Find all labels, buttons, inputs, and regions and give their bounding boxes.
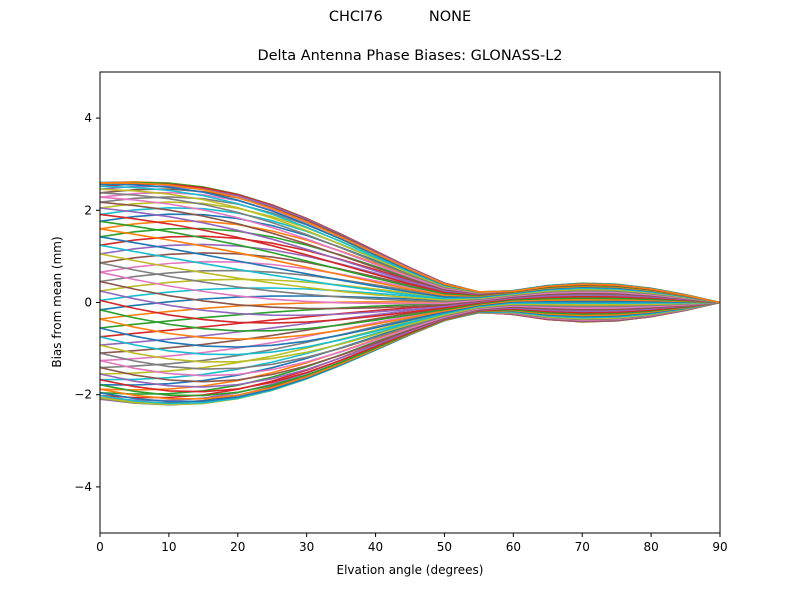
data-series-line	[99, 301, 721, 393]
data-series-line	[99, 301, 721, 377]
data-lines	[99, 181, 721, 406]
data-series-line	[99, 301, 721, 370]
x-tick-label: 10	[161, 540, 176, 554]
data-series-line	[99, 244, 721, 304]
data-series-line	[99, 301, 721, 388]
data-series-line	[99, 271, 721, 305]
x-tick-label: 50	[437, 540, 452, 554]
x-tick-label: 0	[96, 540, 104, 554]
data-series-line	[99, 300, 721, 348]
data-series-line	[99, 301, 721, 383]
chart-title: Delta Antenna Phase Biases: GLONASS-L2	[257, 48, 563, 64]
data-series-line	[99, 298, 721, 340]
y-axis-label: Bias from mean (mm)	[50, 236, 64, 367]
data-series-line	[99, 301, 721, 356]
x-tick-label: 20	[230, 540, 245, 554]
y-tick-label: 0	[84, 296, 92, 310]
data-series-line	[99, 295, 721, 324]
data-series-line	[99, 280, 721, 310]
data-series-line	[99, 297, 721, 332]
data-series-line	[99, 301, 721, 363]
y-tick-label: 2	[84, 203, 92, 217]
y-axis-ticks: −4 −2 0 2 4	[74, 111, 100, 494]
y-tick-label: −4	[74, 480, 92, 494]
data-series-line	[99, 182, 721, 304]
data-series-line	[99, 253, 721, 304]
data-series-line	[99, 236, 721, 304]
x-tick-label: 40	[368, 540, 383, 554]
y-tick-label: −2	[74, 388, 92, 402]
x-tick-label: 90	[712, 540, 727, 554]
x-tick-label: 70	[575, 540, 590, 554]
x-tick-label: 30	[299, 540, 314, 554]
data-series-line	[99, 262, 721, 304]
x-axis-label: Elvation angle (degrees)	[337, 563, 484, 577]
figure-suptitle: CHCI76 NONE	[328, 9, 472, 25]
x-tick-label: 80	[643, 540, 658, 554]
data-series-line	[99, 290, 721, 317]
data-series-line	[99, 301, 721, 397]
x-tick-label: 60	[506, 540, 521, 554]
x-axis-ticks: 0 10 20 30 40 50 60 70 80 90	[96, 533, 728, 554]
y-tick-label: 4	[84, 111, 92, 125]
